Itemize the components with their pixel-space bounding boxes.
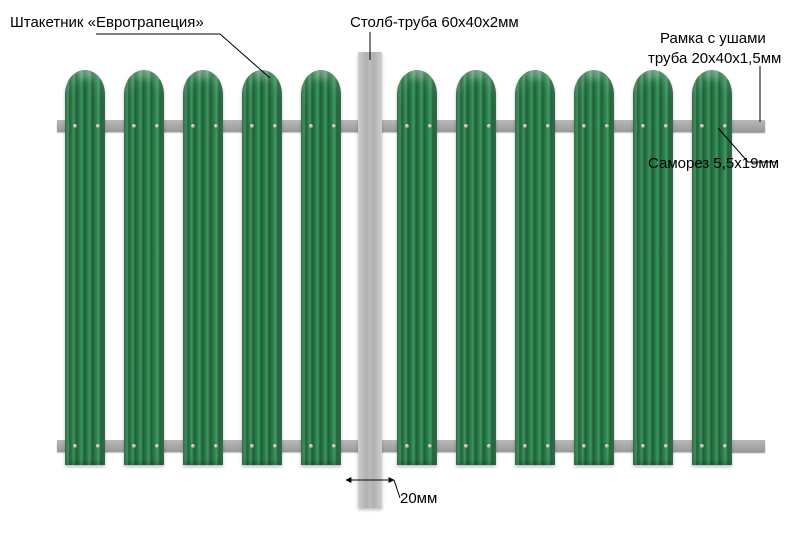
screw-dot xyxy=(405,124,409,128)
screw-dot xyxy=(641,124,645,128)
label-post: Столб-труба 60х40х2мм xyxy=(350,14,519,31)
screw-dot xyxy=(605,444,609,448)
screw-dot xyxy=(250,444,254,448)
screw-dot xyxy=(464,124,468,128)
screw-dot xyxy=(487,444,491,448)
diagram-stage: Штакетник «Евротрапеция» Столб-труба 60х… xyxy=(0,0,799,535)
picket xyxy=(633,70,673,465)
screw-dot xyxy=(73,444,77,448)
screw-dot xyxy=(155,124,159,128)
screw-dot xyxy=(428,124,432,128)
screw-dot xyxy=(96,124,100,128)
screw-dot xyxy=(332,124,336,128)
screw-dot xyxy=(309,124,313,128)
label-gap: 20мм xyxy=(400,490,437,507)
screw-dot xyxy=(250,124,254,128)
screw-dot xyxy=(487,124,491,128)
center-post xyxy=(358,52,382,508)
screw-dot xyxy=(309,444,313,448)
screw-dot xyxy=(700,444,704,448)
picket xyxy=(397,70,437,465)
screw-dot xyxy=(428,444,432,448)
screw-dot xyxy=(132,444,136,448)
screw-dot xyxy=(582,444,586,448)
label-picket-type: Штакетник «Евротрапеция» xyxy=(10,14,204,31)
screw-dot xyxy=(214,444,218,448)
screw-dot xyxy=(191,444,195,448)
screw-dot xyxy=(73,124,77,128)
screw-dot xyxy=(664,124,668,128)
picket xyxy=(574,70,614,465)
picket xyxy=(301,70,341,465)
label-frame-line1: Рамка с ушами xyxy=(660,30,766,47)
screw-dot xyxy=(464,444,468,448)
picket xyxy=(183,70,223,465)
screw-dot xyxy=(723,124,727,128)
screw-dot xyxy=(641,444,645,448)
screw-dot xyxy=(273,124,277,128)
screw-dot xyxy=(132,124,136,128)
picket xyxy=(65,70,105,465)
screw-dot xyxy=(664,444,668,448)
picket xyxy=(124,70,164,465)
bottom-rail-stub-right xyxy=(732,440,765,452)
screw-dot xyxy=(273,444,277,448)
screw-dot xyxy=(332,444,336,448)
screw-dot xyxy=(405,444,409,448)
picket xyxy=(242,70,282,465)
screw-dot xyxy=(582,124,586,128)
screw-dot xyxy=(191,124,195,128)
picket xyxy=(456,70,496,465)
screw-dot xyxy=(546,124,550,128)
label-frame-line2: труба 20х40х1,5мм xyxy=(648,50,781,67)
screw-dot xyxy=(155,444,159,448)
screw-dot xyxy=(700,124,704,128)
picket xyxy=(692,70,732,465)
screw-dot xyxy=(214,124,218,128)
screw-dot xyxy=(96,444,100,448)
screw-dot xyxy=(605,124,609,128)
top-rail-stub-right xyxy=(732,120,765,132)
label-screw: Саморез 5,5х19мм xyxy=(648,155,779,172)
picket xyxy=(515,70,555,465)
screw-dot xyxy=(723,444,727,448)
screw-dot xyxy=(546,444,550,448)
screw-dot xyxy=(523,124,527,128)
screw-dot xyxy=(523,444,527,448)
